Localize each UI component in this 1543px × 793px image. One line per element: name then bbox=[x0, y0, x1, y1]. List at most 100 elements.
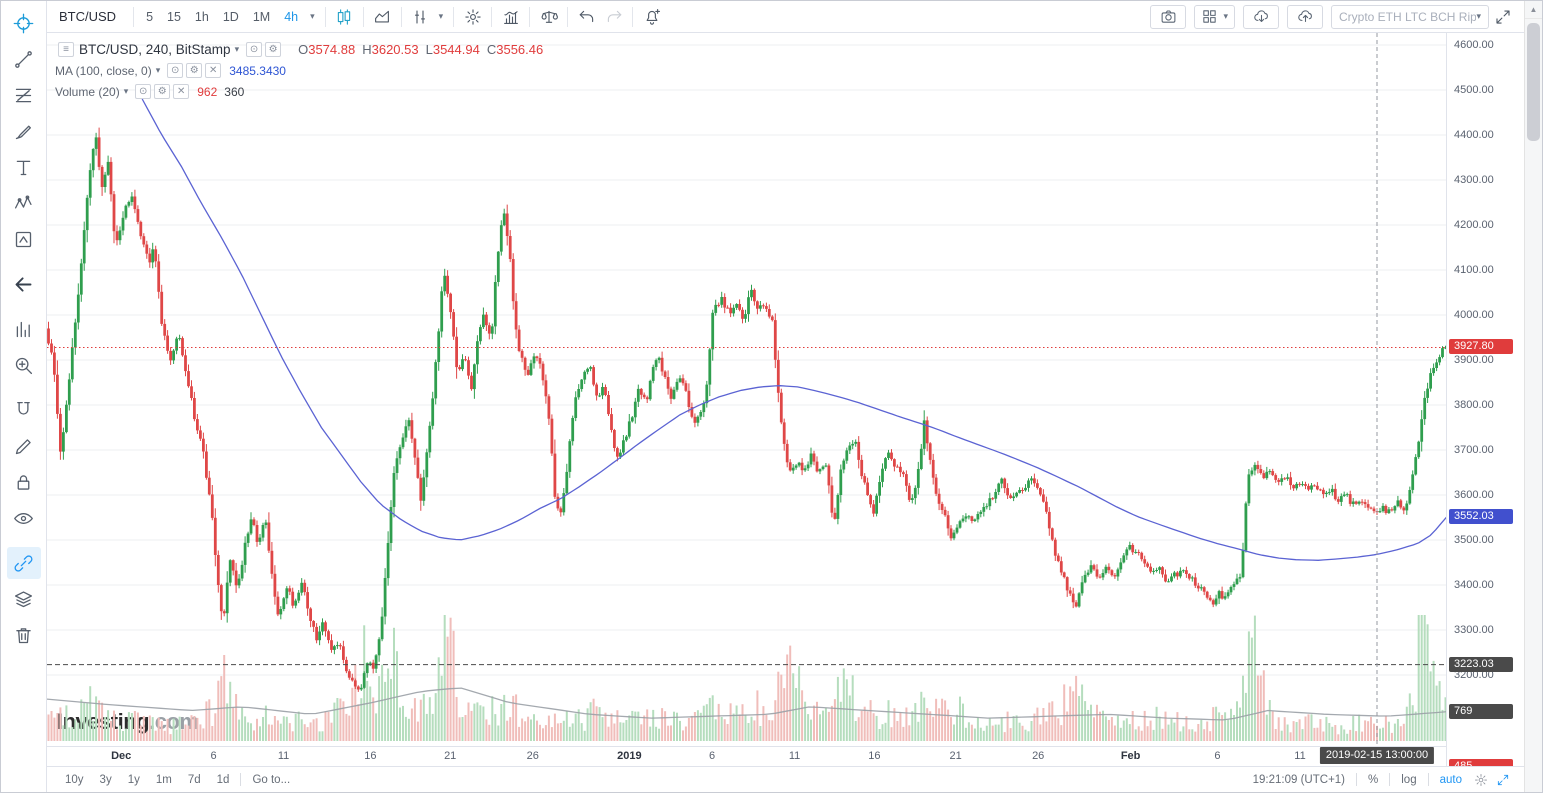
forecast-tool[interactable] bbox=[7, 223, 41, 255]
hide-drawings-button[interactable] bbox=[7, 268, 41, 300]
scrollbar-up-arrow-icon[interactable]: ▲ bbox=[1525, 1, 1542, 19]
interval-1d-button[interactable]: 1D bbox=[222, 9, 239, 24]
range-1d-button[interactable]: 1d bbox=[216, 773, 230, 786]
page-scrollbar[interactable]: ▲ bbox=[1524, 1, 1542, 792]
ohlc-close-label: C bbox=[486, 42, 497, 57]
symbol-input[interactable]: BTC/USD bbox=[59, 9, 117, 24]
text-tool[interactable] bbox=[7, 151, 41, 183]
compare-caret-icon[interactable]: ▾ bbox=[438, 11, 444, 21]
legend-volume-row: Volume (20) ▾ ⊙ ⚙ ✕ 962 360 bbox=[55, 82, 543, 101]
volume-gear-icon[interactable]: ⚙ bbox=[154, 84, 171, 99]
crosshair-tool[interactable] bbox=[7, 7, 41, 39]
link-tool[interactable] bbox=[6, 547, 41, 579]
auto-scale-button[interactable]: auto bbox=[1439, 773, 1462, 786]
volume-caret-icon[interactable]: ▾ bbox=[123, 86, 129, 96]
interval-5-button[interactable]: 5 bbox=[146, 9, 154, 24]
indicators-button[interactable] bbox=[497, 4, 524, 30]
time-axis-tick: 26 bbox=[1032, 750, 1045, 762]
zoom-in-tool[interactable] bbox=[7, 349, 41, 381]
ma-eye-icon[interactable]: ⊙ bbox=[167, 63, 184, 78]
object-tree-tool[interactable] bbox=[7, 583, 41, 615]
chevron-down-icon: ▾ bbox=[1223, 11, 1228, 21]
log-scale-button[interactable]: log bbox=[1401, 773, 1417, 786]
remove-all-tool[interactable] bbox=[7, 619, 41, 651]
top-toolbar-right: ▾ Crypto ETH LTC BCH Rip... ▾ bbox=[1142, 1, 1516, 32]
compare-button[interactable] bbox=[407, 4, 434, 30]
ma-caret-icon[interactable]: ▾ bbox=[155, 65, 161, 75]
toolbar-separator bbox=[632, 6, 634, 27]
price-axis-label: 3700.00 bbox=[1454, 444, 1494, 456]
volume-ma-value: 360 bbox=[224, 84, 245, 99]
range-1m-button[interactable]: 1m bbox=[155, 773, 172, 786]
trend-line-tool[interactable] bbox=[7, 43, 41, 75]
interval-1h-button[interactable]: 1h bbox=[194, 9, 209, 24]
time-axis-tick: 2019 bbox=[617, 750, 642, 762]
layout-templates-button[interactable]: ▾ bbox=[1194, 4, 1235, 29]
drawing-mode-tool[interactable] bbox=[7, 430, 41, 462]
create-alert-button[interactable] bbox=[638, 4, 665, 30]
ohlc-high-value: 3620.53 bbox=[371, 42, 419, 57]
price-axis-label: 3800.00 bbox=[1454, 399, 1494, 411]
fullscreen-button[interactable] bbox=[1489, 4, 1516, 30]
legend-menu-icon[interactable]: ≡ bbox=[58, 42, 74, 57]
interval-1m-button[interactable]: 1M bbox=[252, 9, 271, 24]
tool-group bbox=[7, 5, 41, 257]
hide-all-tool[interactable] bbox=[7, 502, 41, 534]
save-layout-button[interactable] bbox=[1287, 4, 1323, 29]
brush-tool[interactable] bbox=[7, 115, 41, 147]
price-axis-label: 3600.00 bbox=[1454, 489, 1494, 501]
chart-type-area-button[interactable] bbox=[369, 4, 396, 30]
volume-close-icon[interactable]: ✕ bbox=[173, 84, 190, 99]
bars-pattern-tool[interactable] bbox=[7, 313, 41, 345]
range-7d-button[interactable]: 7d bbox=[187, 773, 201, 786]
compare-symbols-button[interactable] bbox=[535, 4, 562, 30]
fib-retracement-tool[interactable] bbox=[7, 79, 41, 111]
range-10y-button[interactable]: 10y bbox=[65, 773, 84, 786]
toolbar-separator bbox=[1389, 773, 1391, 786]
load-layout-button[interactable] bbox=[1243, 4, 1279, 29]
range-1y-button[interactable]: 1y bbox=[127, 773, 140, 786]
time-axis[interactable]: Dec 6 11 16 21 26 2019 6 11 16 21 26 Feb 6 11 2019-02-1… bbox=[47, 746, 1446, 766]
scrollbar-thumb[interactable] bbox=[1527, 23, 1540, 141]
legend-symbol-title[interactable]: BTC/USD, 240, BitStamp bbox=[79, 42, 231, 57]
watchlist-dropdown[interactable]: Crypto ETH LTC BCH Rip... ▾ bbox=[1331, 4, 1489, 29]
time-axis-tick: Dec bbox=[111, 750, 132, 762]
lock-all-tool[interactable] bbox=[7, 466, 41, 498]
chart-plot-area[interactable]: Investing.com ≡ BTC/USD, 240, BitStamp ▾… bbox=[47, 33, 1446, 766]
timezone-clock[interactable]: 19:21:09 (UTC+1) bbox=[1252, 773, 1346, 786]
legend-gear-icon[interactable]: ⚙ bbox=[265, 42, 282, 57]
legend-main-row: ≡ BTC/USD, 240, BitStamp ▾ ⊙ ⚙ O3574.88 H… bbox=[55, 40, 543, 59]
range-3y-button[interactable]: 3y bbox=[99, 773, 112, 786]
magnet-tool[interactable] bbox=[7, 394, 41, 426]
percent-scale-button[interactable]: % bbox=[1368, 773, 1379, 786]
ohlc-open-label: O bbox=[298, 42, 309, 57]
goto-date-button[interactable]: Go to... bbox=[252, 773, 291, 786]
toolbar-separator bbox=[529, 6, 531, 27]
maximize-chart-icon[interactable] bbox=[1492, 770, 1514, 790]
chart-type-candles-button[interactable] bbox=[331, 4, 358, 30]
legend-eye-icon[interactable]: ⊙ bbox=[246, 42, 263, 57]
toolbar-separator bbox=[324, 6, 326, 27]
bottom-toolbar-left: 10y 3y 1y 1m 7d 1d Go to... bbox=[57, 773, 298, 786]
undo-button[interactable] bbox=[573, 4, 600, 30]
xabcd-pattern-tool[interactable] bbox=[7, 187, 41, 219]
legend-caret-icon[interactable]: ▾ bbox=[234, 44, 240, 54]
ohlc-high-label: H bbox=[362, 42, 372, 57]
interval-menu-caret-icon[interactable]: ▾ bbox=[310, 11, 315, 21]
volume-eye-icon[interactable]: ⊙ bbox=[135, 84, 152, 99]
interval-4h-button[interactable]: 4h bbox=[284, 9, 299, 24]
interval-15-button[interactable]: 15 bbox=[167, 9, 181, 24]
axis-settings-gear-icon[interactable] bbox=[1470, 770, 1492, 790]
screenshot-button[interactable] bbox=[1150, 4, 1187, 29]
time-axis-tick: 11 bbox=[277, 750, 290, 762]
price-axis-label: 4200.00 bbox=[1454, 219, 1494, 231]
ma-gear-icon[interactable]: ⚙ bbox=[186, 63, 203, 78]
chart-properties-button[interactable] bbox=[459, 4, 486, 30]
ma-close-icon[interactable]: ✕ bbox=[205, 63, 222, 78]
candlestick-chart[interactable] bbox=[47, 33, 1446, 746]
toolbar-separator bbox=[133, 6, 135, 27]
volume-indicator-label[interactable]: Volume (20) bbox=[55, 84, 120, 99]
ma-indicator-label[interactable]: MA (100, close, 0) bbox=[55, 63, 152, 78]
price-axis[interactable]: 4600.00 4500.00 4400.00 4300.00 4200.00 4100.… bbox=[1446, 33, 1524, 766]
